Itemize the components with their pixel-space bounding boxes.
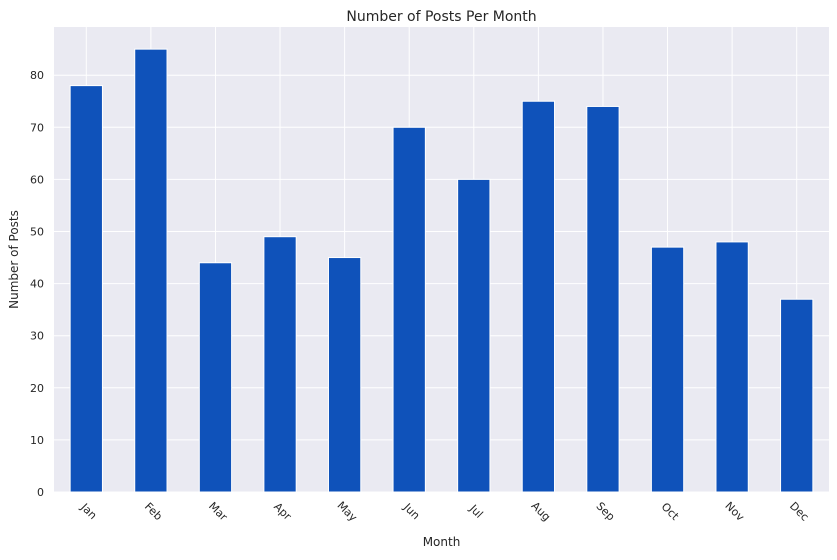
x-tick-labels: Jan Feb Mar Apr May Jun Jul Aug Sep Oct Nov Dec <box>77 499 811 525</box>
bar-mar <box>198 262 233 493</box>
x-tick-label: Feb <box>142 500 165 523</box>
x-tick-label: Jun <box>400 500 422 522</box>
bar-nov <box>715 241 749 493</box>
bar-aug <box>521 100 556 493</box>
y-axis-label: Number of Posts <box>7 210 21 309</box>
x-tick-label: Apr <box>271 500 294 523</box>
x-tick-label: Sep <box>594 500 618 524</box>
bar-oct <box>650 246 685 493</box>
bar-dec <box>780 298 814 493</box>
bar-jun <box>392 126 426 493</box>
y-tick-label: 80 <box>30 69 44 82</box>
y-tick-label: 10 <box>30 434 44 447</box>
y-tick-label: 0 <box>37 486 44 499</box>
x-tick-label: Dec <box>787 499 811 523</box>
x-tick-label: Oct <box>659 500 682 523</box>
plot-area <box>54 27 829 492</box>
bar-sep <box>586 105 620 493</box>
y-tick-label: 30 <box>30 330 44 343</box>
x-tick-label: Jan <box>77 500 99 522</box>
x-axis-label: Month <box>423 535 461 549</box>
bar-feb <box>134 48 168 493</box>
y-tick-label: 20 <box>30 382 44 395</box>
y-tick-label: 40 <box>30 278 44 291</box>
y-tick-label: 70 <box>30 121 44 134</box>
bar-jul <box>457 178 491 493</box>
y-tick-label: 50 <box>30 225 44 238</box>
y-tick-labels: 0 10 20 30 40 50 60 70 80 <box>30 69 44 499</box>
x-tick-label: May <box>334 499 360 525</box>
x-tick-label: Nov <box>722 499 747 524</box>
x-tick-label: Mar <box>206 500 230 524</box>
chart-title: Number of Posts Per Month <box>346 9 536 25</box>
bar-apr <box>263 236 297 493</box>
x-tick-label: Aug <box>529 499 553 523</box>
bar-jan <box>69 85 103 493</box>
x-tick-label: Jul <box>466 502 485 521</box>
bars <box>69 48 814 493</box>
y-tick-label: 60 <box>30 173 44 186</box>
bar-may <box>327 257 362 493</box>
